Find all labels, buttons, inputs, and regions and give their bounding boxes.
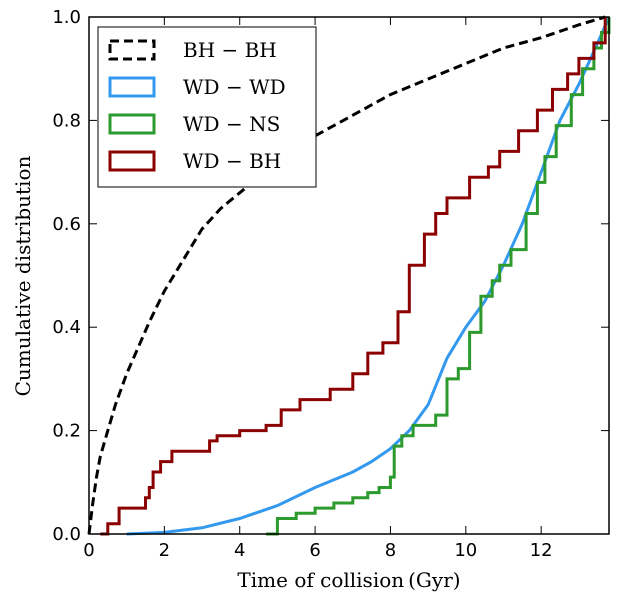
y-tick-label: 0.4	[52, 317, 81, 338]
y-tick-label: 1.0	[52, 7, 81, 28]
legend-box	[97, 26, 317, 188]
legend-label-0: BH − BH	[183, 38, 277, 62]
legend-swatch-2	[108, 113, 156, 135]
series-line-2	[266, 17, 611, 536]
plot-frame	[88, 16, 610, 535]
x-tick-label: 8	[385, 540, 396, 561]
y-tick-label: 0.8	[52, 110, 81, 131]
x-tick-label: 6	[309, 540, 320, 561]
y-tick-label: 0.0	[52, 524, 81, 545]
legend-swatch-0	[108, 39, 156, 61]
legend-swatch-3	[108, 150, 156, 172]
legend: BH − BH WD − WD WD − NS WD − BH	[97, 26, 317, 188]
y-axis-label: Cumulative distribution	[11, 156, 35, 397]
series-line-1	[126, 16, 611, 536]
plot-lines	[87, 15, 611, 536]
legend-swatch-1	[108, 76, 156, 98]
series-line-3	[100, 17, 607, 536]
x-axis-label: Time of collision (Gyr)	[237, 568, 460, 592]
y-tick-label: 0.2	[52, 421, 81, 442]
x-tick-label: 2	[159, 540, 170, 561]
x-tick-label: 4	[234, 540, 245, 561]
axis-ticks: 0 2 4 6 8 10 12 0.0 0.2 0.4 0.6 0.8 1.0	[52, 7, 609, 561]
x-tick-label: 12	[530, 540, 553, 561]
x-tick-label: 10	[454, 540, 477, 561]
y-tick-label: 0.6	[52, 214, 81, 235]
legend-label-1: WD − WD	[183, 75, 286, 99]
legend-label-2: WD − NS	[183, 112, 280, 136]
legend-items: BH − BH WD − WD WD − NS WD − BH	[108, 38, 286, 173]
x-tick-label: 0	[83, 540, 94, 561]
series-line-0	[87, 15, 606, 535]
legend-label-3: WD − BH	[183, 149, 281, 173]
